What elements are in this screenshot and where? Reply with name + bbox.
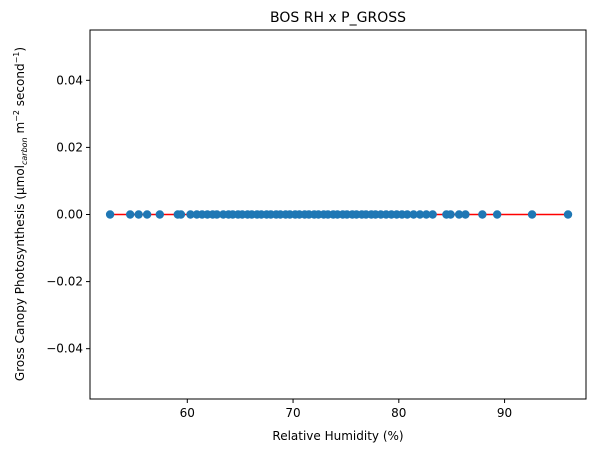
data-point bbox=[106, 210, 114, 218]
data-point bbox=[493, 210, 501, 218]
y-axis-title-mid1: m bbox=[13, 122, 27, 138]
chart-title: BOS RH x P_GROSS bbox=[270, 10, 406, 26]
data-point bbox=[143, 210, 151, 218]
data-point bbox=[446, 210, 454, 218]
data-point bbox=[134, 210, 142, 218]
y-tick-label: −0.02 bbox=[46, 275, 83, 289]
y-axis-title-suffix: ) bbox=[13, 47, 27, 52]
y-tick-label: 0.04 bbox=[56, 73, 83, 87]
y-tick-label: 0.02 bbox=[56, 140, 83, 154]
x-tick-label: 60 bbox=[180, 406, 195, 420]
data-point bbox=[528, 210, 536, 218]
y-axis-title-sup1: −2 bbox=[12, 110, 21, 122]
data-point bbox=[156, 210, 164, 218]
y-axis-title-sup2: −1 bbox=[12, 52, 21, 64]
data-point bbox=[461, 210, 469, 218]
y-axis-title-subscript: carbon bbox=[20, 137, 29, 165]
x-tick-label: 90 bbox=[497, 406, 512, 420]
data-point bbox=[564, 210, 572, 218]
data-point bbox=[478, 210, 486, 218]
x-tick-label: 70 bbox=[285, 406, 300, 420]
y-axis-title: Gross Canopy Photosynthesis (μmolcarbon … bbox=[12, 47, 29, 381]
y-tick-label: 0.00 bbox=[56, 208, 83, 222]
y-axis-title-mid2: second bbox=[13, 63, 27, 110]
y-axis-title-prefix: Gross Canopy Photosynthesis (μmol bbox=[13, 165, 27, 381]
data-point bbox=[126, 210, 134, 218]
y-tick-label: −0.04 bbox=[46, 342, 83, 356]
x-tick-label: 80 bbox=[391, 406, 406, 420]
data-point bbox=[177, 210, 185, 218]
data-point bbox=[428, 210, 436, 218]
x-axis-title: Relative Humidity (%) bbox=[272, 429, 403, 443]
